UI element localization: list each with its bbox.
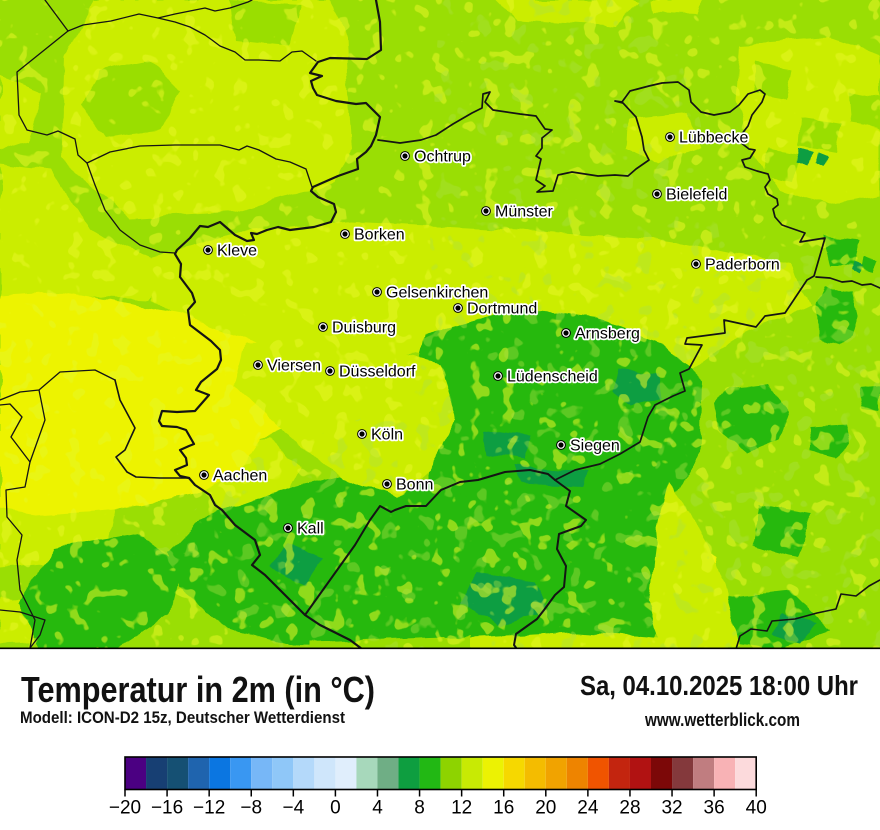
svg-text:Münster: Münster — [495, 204, 553, 221]
svg-text:8: 8 — [414, 798, 425, 819]
svg-text:Modell: ICON-D2 15z, Deutscher: Modell: ICON-D2 15z, Deutscher Wetterdie… — [20, 708, 345, 727]
svg-text:Sa, 04.10.2025 18:00 Uhr: Sa, 04.10.2025 18:00 Uhr — [580, 670, 858, 701]
svg-text:−12: −12 — [193, 798, 225, 819]
svg-text:Bielefeld: Bielefeld — [666, 187, 727, 204]
svg-text:4: 4 — [372, 798, 383, 819]
svg-text:40: 40 — [746, 798, 767, 819]
svg-text:Aachen: Aachen — [213, 468, 267, 485]
svg-text:Kleve: Kleve — [217, 243, 257, 260]
svg-text:20: 20 — [535, 798, 556, 819]
svg-text:Kall: Kall — [297, 521, 324, 538]
svg-text:Arnsberg: Arnsberg — [575, 326, 640, 343]
svg-text:Temperatur in 2m (in °C): Temperatur in 2m (in °C) — [21, 669, 375, 710]
svg-text:−4: −4 — [282, 798, 304, 819]
svg-text:Düsseldorf: Düsseldorf — [339, 364, 416, 381]
svg-text:Gelsenkirchen: Gelsenkirchen — [386, 285, 488, 302]
svg-text:12: 12 — [451, 798, 472, 819]
svg-text:16: 16 — [493, 798, 514, 819]
svg-text:Siegen: Siegen — [570, 438, 620, 455]
svg-text:36: 36 — [704, 798, 725, 819]
svg-text:28: 28 — [619, 798, 640, 819]
svg-text:−8: −8 — [240, 798, 262, 819]
svg-text:Ochtrup: Ochtrup — [414, 149, 471, 166]
svg-text:−16: −16 — [151, 798, 183, 819]
svg-text:Bonn: Bonn — [396, 477, 433, 494]
svg-text:Duisburg: Duisburg — [332, 320, 396, 337]
svg-text:Viersen: Viersen — [267, 358, 321, 375]
svg-text:Lübbecke: Lübbecke — [679, 130, 748, 147]
svg-text:Dortmund: Dortmund — [467, 301, 537, 318]
svg-text:Lüdenscheid: Lüdenscheid — [507, 369, 598, 386]
svg-text:−20: −20 — [109, 798, 141, 819]
svg-text:Borken: Borken — [354, 227, 405, 244]
svg-text:Köln: Köln — [371, 427, 403, 444]
svg-text:0: 0 — [330, 798, 341, 819]
svg-text:32: 32 — [661, 798, 682, 819]
svg-text:Paderborn: Paderborn — [705, 257, 780, 274]
svg-text:24: 24 — [577, 798, 599, 819]
svg-text:www.wetterblick.com: www.wetterblick.com — [644, 710, 800, 730]
